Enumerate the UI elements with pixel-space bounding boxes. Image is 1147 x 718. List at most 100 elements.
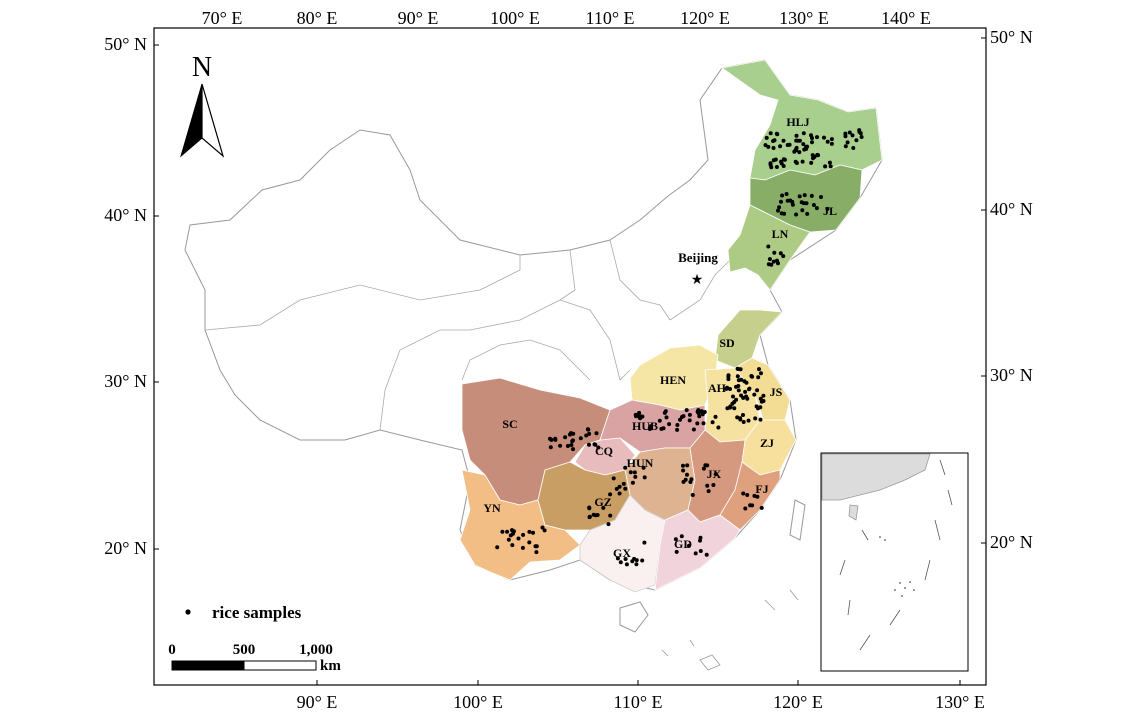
province-label-HUN: HUN — [627, 456, 654, 470]
rice-sample-dot — [755, 494, 760, 499]
rice-sample-dot — [726, 373, 731, 378]
offshore-islands — [661, 589, 799, 671]
rice-sample-dot — [741, 491, 746, 496]
rice-sample-dot — [778, 251, 783, 256]
rice-sample-dot — [681, 479, 686, 484]
rice-sample-dot — [634, 562, 639, 567]
province-label-GD: GD — [674, 537, 692, 551]
rice-sample-dot — [756, 406, 760, 411]
province-SD — [714, 309, 783, 369]
rice-sample-dot — [785, 198, 790, 203]
rice-sample-dot — [794, 212, 799, 217]
rice-sample-dot — [804, 201, 809, 206]
rice-sample-dot — [728, 387, 732, 391]
rice-sample-dot — [744, 380, 749, 385]
rice-sample-dot — [608, 513, 613, 518]
rice-sample-dot — [690, 493, 695, 497]
bottom-lon-label: 130° E — [935, 692, 985, 712]
province-label-LN: LN — [772, 227, 789, 241]
rice-sample-dot — [527, 529, 532, 534]
rice-sample-dot — [761, 393, 766, 398]
rice-sample-dot — [724, 386, 729, 391]
rice-sample-dot — [617, 491, 622, 496]
legend-label: rice samples — [212, 603, 302, 622]
rice-sample-dot — [755, 388, 760, 393]
rice-sample-dot — [506, 537, 511, 542]
rice-sample-dot — [815, 152, 820, 157]
rice-sample-dot — [743, 389, 748, 394]
rice-sample-dot — [858, 131, 863, 136]
rice-sample-dot — [696, 408, 701, 413]
rice-sample-dot — [689, 477, 694, 482]
rice-sample-dot — [794, 133, 799, 138]
province-label-AH: AH — [708, 381, 727, 395]
rice-sample-dot — [706, 489, 711, 494]
rice-sample-dot — [794, 161, 799, 165]
rice-sample-dot — [756, 375, 761, 380]
legend: rice samples — [185, 603, 302, 622]
province-GD — [654, 509, 741, 591]
rice-sample-dot — [633, 474, 638, 479]
rice-sample-dot — [781, 138, 786, 143]
rice-sample-dot — [687, 543, 691, 548]
frame-ticks — [154, 37, 986, 685]
rice-sample-dot — [732, 406, 737, 411]
inset-taiwan — [848, 504, 859, 521]
rice-sample-dot — [822, 135, 826, 140]
rice-sample-dot — [768, 131, 773, 136]
rice-sample-dot — [510, 528, 514, 533]
rice-sample-dot — [769, 165, 774, 170]
top-lon-label: 80° E — [297, 8, 338, 28]
left-lat-label: 50° N — [104, 34, 147, 54]
top-lon-label: 130° E — [779, 8, 829, 28]
bottom-lon-label: 90° E — [297, 692, 338, 712]
province-label-JL: JL — [823, 204, 837, 218]
rice-sample-dot — [812, 154, 817, 159]
rice-sample-dot — [685, 472, 689, 477]
rice-sample-dot — [728, 404, 733, 409]
rice-sample-dot — [790, 199, 795, 204]
right-latitude-labels: 50° N 40° N 30° N 20° N — [990, 27, 1033, 552]
rice-sample-dot — [615, 556, 620, 561]
rice-sample-dot — [713, 472, 718, 477]
rice-sample-dot — [571, 447, 575, 452]
rice-sample-dot — [797, 194, 802, 199]
rice-sample-dot — [736, 378, 741, 383]
rice-sample-dot — [753, 416, 758, 421]
left-lat-label: 30° N — [104, 371, 147, 391]
rice-sample-dot — [500, 529, 505, 534]
rice-sample-dot — [741, 420, 746, 424]
rice-sample-dot — [829, 137, 834, 142]
taiwan-island — [789, 499, 806, 541]
rice-sample-dot — [859, 135, 864, 139]
provinces-layer — [459, 59, 883, 593]
province-label-YN: YN — [483, 501, 501, 515]
rice-sample-dot — [632, 470, 637, 475]
province-label-ZJ: ZJ — [760, 436, 774, 450]
rice-sample-dot — [799, 200, 804, 205]
province-JS — [734, 357, 791, 426]
rice-sample-dot — [847, 130, 852, 135]
rice-sample-dot — [777, 205, 782, 210]
rice-sample-dot — [804, 146, 809, 151]
bottom-lon-label: 110° E — [613, 692, 662, 712]
rice-sample-dot — [771, 259, 776, 264]
rice-sample-dot — [710, 420, 715, 425]
rice-sample-dot — [785, 143, 790, 147]
rice-sample-dot — [567, 432, 572, 437]
rice-sample-dot — [780, 193, 785, 198]
rice-sample-dot — [641, 465, 646, 470]
rice-sample-dot — [595, 513, 600, 517]
rice-sample-dot — [743, 506, 748, 511]
rice-sample-dot — [674, 549, 679, 554]
rice-sample-dot — [596, 445, 601, 450]
rice-sample-dot — [726, 377, 731, 382]
rice-sample-dot — [586, 427, 591, 432]
rice-sample-dot — [685, 463, 690, 468]
rice-sample-dot — [750, 503, 755, 508]
rice-sample-dot — [675, 427, 680, 432]
rice-sample-dot — [591, 512, 596, 517]
right-lat-label: 30° N — [990, 365, 1033, 385]
rice-sample-dot — [772, 138, 777, 143]
